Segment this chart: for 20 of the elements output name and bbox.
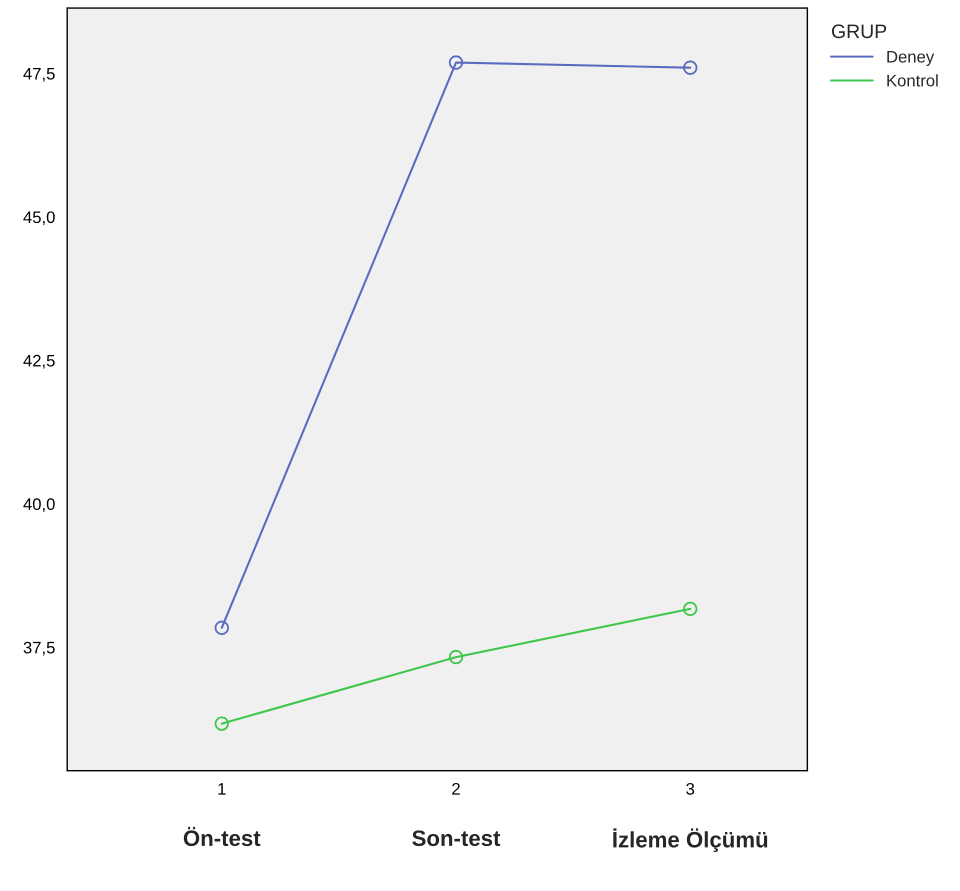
point <box>448 650 464 664</box>
point <box>214 716 229 731</box>
legend-label: Deney <box>887 50 934 66</box>
x-tick-label: 2 <box>452 782 460 795</box>
y-tick-label: 45,0 <box>23 211 55 226</box>
point <box>683 602 698 616</box>
y-tick-label: 40,0 <box>23 498 55 512</box>
point <box>448 55 464 70</box>
text: Son-test <box>412 830 500 846</box>
legend-label: Kontrol <box>887 74 938 86</box>
x-tick-label: 3 <box>686 782 694 795</box>
text: İzleme Ölçümü <box>613 828 768 852</box>
y-tick-label: 37,5 <box>24 642 55 656</box>
x-tick-label: 1 <box>218 783 226 795</box>
legend-title: GRUP <box>832 24 886 38</box>
y-tick-label: 42,5 <box>23 354 55 369</box>
point <box>214 620 229 635</box>
text: Ön-test <box>184 826 260 846</box>
y-tick-label: 47,5 <box>23 68 55 82</box>
point <box>683 60 698 75</box>
